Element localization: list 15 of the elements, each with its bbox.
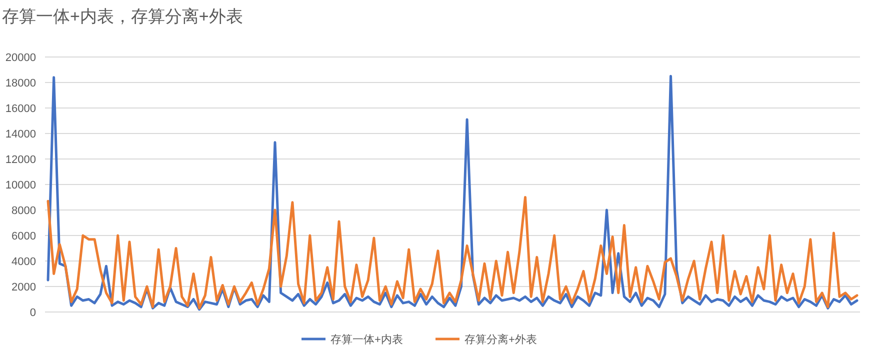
y-tick-label: 16000 <box>5 103 36 115</box>
y-tick-label: 4000 <box>12 256 36 268</box>
y-tick-label: 0 <box>30 307 36 319</box>
y-tick-label: 6000 <box>12 230 36 242</box>
line-series <box>46 196 858 310</box>
legend-label: 存算分离+外表 <box>464 333 537 346</box>
y-tick-label: 20000 <box>5 52 36 64</box>
y-tick-label: 8000 <box>12 205 36 217</box>
y-tick-label: 10000 <box>5 180 36 192</box>
y-tick-label: 2000 <box>12 282 36 294</box>
y-tick-label: 18000 <box>5 78 36 90</box>
legend-label: 存算一体+内表 <box>330 333 403 346</box>
y-tick-label: 12000 <box>5 154 36 166</box>
chart-title: 存算一体+内表，存算分离+外表 <box>2 7 243 26</box>
y-tick-label: 14000 <box>5 128 36 140</box>
